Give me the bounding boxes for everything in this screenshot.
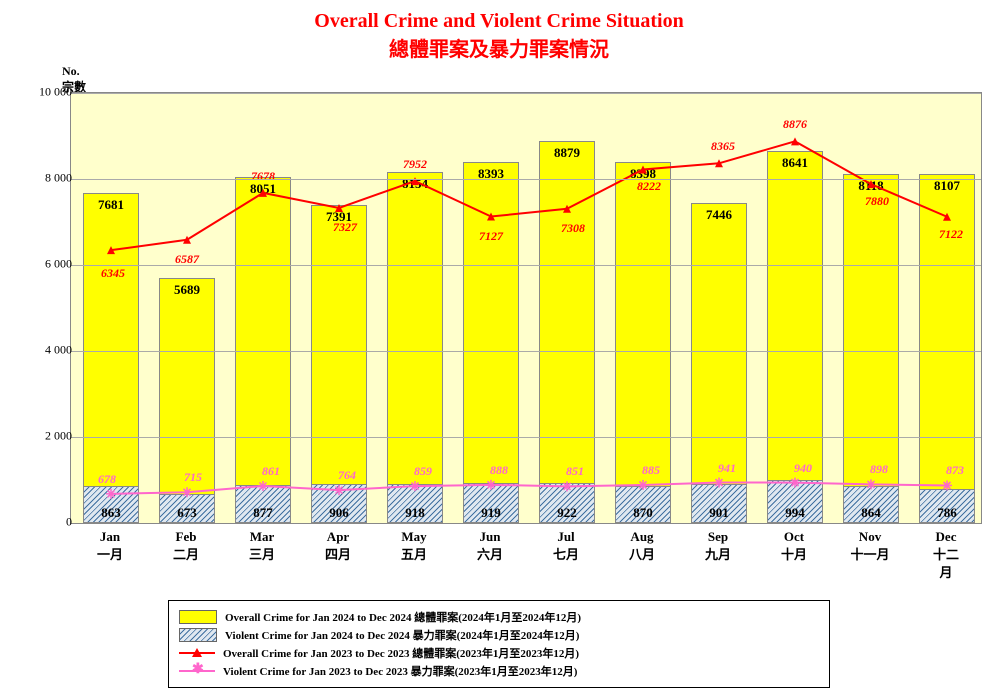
overall-2023-value-label: 7880 xyxy=(865,194,889,209)
x-axis-label: Jan一月 xyxy=(97,528,123,564)
overall-2023-value-label: 8222 xyxy=(637,179,661,194)
x-axis-label: Mar三月 xyxy=(249,528,275,564)
overall-2023-value-label: 7122 xyxy=(939,227,963,242)
x-label-zh: 十一月 xyxy=(850,546,889,564)
overall-2023-value-label: 7327 xyxy=(333,220,357,235)
x-label-en: Feb xyxy=(173,528,199,546)
x-label-en: Jul xyxy=(553,528,579,546)
gridline xyxy=(71,351,981,352)
x-label-zh: 一月 xyxy=(97,546,123,564)
y-tick-label: 6 000 xyxy=(22,257,72,272)
violent-2023-value-label: 851 xyxy=(566,464,584,479)
chart-title-zh: 總體罪案及暴力罪案情況 xyxy=(10,33,988,62)
x-axis-label: Nov十一月 xyxy=(850,528,889,564)
violent-2023-value-label: 940 xyxy=(794,461,812,476)
x-label-zh: 九月 xyxy=(705,546,731,564)
x-label-zh: 二月 xyxy=(173,546,199,564)
violent-2023-value-label: 941 xyxy=(718,461,736,476)
gridline xyxy=(71,93,981,94)
legend-text: Violent Crime for Jan 2023 to Dec 2023 暴… xyxy=(223,663,577,679)
gridline xyxy=(71,437,981,438)
x-label-en: Nov xyxy=(850,528,889,546)
violent-2023-value-label: 859 xyxy=(414,464,432,479)
legend-swatch xyxy=(179,628,217,642)
violent-2023-value-label: 678 xyxy=(98,472,116,487)
chart-title: Overall Crime and Violent Crime Situatio… xyxy=(10,10,988,62)
violent-2023-value-label: 861 xyxy=(262,464,280,479)
x-label-zh: 四月 xyxy=(325,546,351,564)
x-axis-label: Sep九月 xyxy=(705,528,731,564)
x-label-zh: 三月 xyxy=(249,546,275,564)
legend-item: ✱ Violent Crime for Jan 2023 to Dec 2023 … xyxy=(179,663,819,679)
labels-layer: 6345658776787327795271277308822283658876… xyxy=(71,93,981,523)
legend-swatch: ✱ xyxy=(179,665,215,677)
violent-2023-value-label: 764 xyxy=(338,468,356,483)
x-label-zh: 十二月 xyxy=(929,546,963,582)
x-label-en: May xyxy=(401,528,427,546)
overall-2023-value-label: 8365 xyxy=(711,139,735,154)
x-label-zh: 五月 xyxy=(401,546,427,564)
x-axis-label: Jul七月 xyxy=(553,528,579,564)
legend-item: Overall Crime for Jan 2024 to Dec 2024 總… xyxy=(179,609,819,625)
legend-text: Overall Crime for Jan 2023 to Dec 2023 總… xyxy=(223,645,579,661)
overall-2023-value-label: 7308 xyxy=(561,221,585,236)
overall-2023-value-label: 7127 xyxy=(479,229,503,244)
violent-2023-value-label: 885 xyxy=(642,463,660,478)
x-axis-label: May五月 xyxy=(401,528,427,564)
x-label-en: Mar xyxy=(249,528,275,546)
violent-2023-value-label: 898 xyxy=(870,462,888,477)
gridline xyxy=(71,265,981,266)
x-axis-label: Aug八月 xyxy=(629,528,655,564)
x-label-en: Dec xyxy=(929,528,963,546)
legend: Overall Crime for Jan 2024 to Dec 2024 總… xyxy=(168,600,830,688)
x-label-zh: 八月 xyxy=(629,546,655,564)
y-tick-label: 8 000 xyxy=(22,171,72,186)
y-tick-label: 4 000 xyxy=(22,343,72,358)
legend-text: Violent Crime for Jan 2024 to Dec 2024 暴… xyxy=(225,627,579,643)
overall-2023-value-label: 7952 xyxy=(403,157,427,172)
legend-item: Overall Crime for Jan 2023 to Dec 2023 總… xyxy=(179,645,819,661)
x-axis-label: Apr四月 xyxy=(325,528,351,564)
x-axis-labels: Jan一月 Feb二月 Mar三月 Apr四月 May五月 Jun六月 Jul七月 Aug八月… xyxy=(70,524,980,572)
violent-2023-value-label: 873 xyxy=(946,463,964,478)
x-label-en: Jun xyxy=(477,528,503,546)
gridline xyxy=(71,179,981,180)
x-label-en: Sep xyxy=(705,528,731,546)
x-label-zh: 七月 xyxy=(553,546,579,564)
x-axis-label: Jun六月 xyxy=(477,528,503,564)
overall-2023-value-label: 8876 xyxy=(783,117,807,132)
x-label-en: Oct xyxy=(781,528,807,546)
legend-swatch xyxy=(179,610,217,624)
chart-container: Overall Crime and Violent Crime Situatio… xyxy=(10,10,988,688)
legend-text: Overall Crime for Jan 2024 to Dec 2024 總… xyxy=(225,609,581,625)
y-tick-label: 0 xyxy=(22,515,72,530)
x-label-en: Aug xyxy=(629,528,655,546)
y-tick-label: 10 000 xyxy=(22,85,72,100)
x-label-zh: 十月 xyxy=(781,546,807,564)
y-tick-label: 2 000 xyxy=(22,429,72,444)
violent-2023-value-label: 888 xyxy=(490,463,508,478)
legend-item: Violent Crime for Jan 2024 to Dec 2024 暴… xyxy=(179,627,819,643)
x-axis-label: Oct十月 xyxy=(781,528,807,564)
chart-title-en: Overall Crime and Violent Crime Situatio… xyxy=(10,10,988,33)
overall-2023-value-label: 7678 xyxy=(251,169,275,184)
y-axis-label-en: No. xyxy=(62,64,80,78)
plot-area: 7681863568967380518777391906815491883939… xyxy=(70,92,982,524)
overall-2023-value-label: 6345 xyxy=(101,266,125,281)
x-axis-label: Feb二月 xyxy=(173,528,199,564)
x-label-en: Jan xyxy=(97,528,123,546)
violent-2023-value-label: 715 xyxy=(184,470,202,485)
legend-swatch xyxy=(179,647,215,659)
x-label-zh: 六月 xyxy=(477,546,503,564)
x-label-en: Apr xyxy=(325,528,351,546)
x-axis-label: Dec十二月 xyxy=(929,528,963,583)
